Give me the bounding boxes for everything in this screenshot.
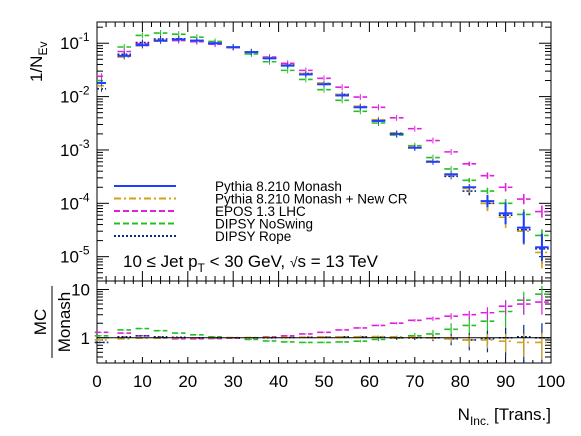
main-y-tick-label: 10-3 — [60, 137, 90, 160]
x-tick-label: 10 — [133, 372, 152, 391]
main-y-tick-label: 10-1 — [60, 30, 90, 53]
legend-label-rope: DIPSY Rope — [215, 229, 291, 244]
x-tick-label: 30 — [224, 372, 243, 391]
x-label-rest: [Trans.] — [489, 405, 551, 424]
main-y-tick-label-base: 10 — [60, 248, 79, 267]
main-y-tick-label-base: 10 — [60, 88, 79, 107]
annotation-sqrt: √ — [290, 254, 298, 270]
x-tick-label: 70 — [405, 372, 424, 391]
ratio-y-label-top: MC — [31, 309, 50, 335]
annotation-sub: T — [198, 261, 206, 275]
main-y-label-main: 1/N — [27, 56, 46, 82]
annotation-mid: < 30 GeV, — [205, 252, 290, 271]
annotation-post: s = 13 TeV — [298, 252, 379, 271]
legend-label-monash: Pythia 8.210 Monash — [215, 179, 342, 194]
main-y-tick-label: 10-4 — [60, 190, 90, 213]
ratio-axis-ticks: 0 10 20 30 40 50 60 70 80 90 100 10 1 — [71, 280, 565, 391]
main-y-tick-label-exponent: -4 — [79, 190, 90, 204]
main-axis-ticks: 10-110-210-310-410-5 — [60, 22, 552, 281]
main-y-tick-label-exponent: -3 — [79, 137, 90, 151]
main-y-tick-label-base: 10 — [60, 34, 79, 53]
legend-label-epos: EPOS 1.3 LHC — [215, 204, 306, 219]
main-series-layer — [97, 30, 549, 269]
x-tick-label: 50 — [315, 372, 334, 391]
x-label-sub: Inc. — [470, 414, 489, 428]
main-plot-frame — [96, 21, 552, 282]
kinematic-annotation: 10 ≤ Jet pT < 30 GeV, √s = 13 TeV — [123, 252, 379, 275]
main-y-tick-label-base: 10 — [60, 141, 79, 160]
x-tick-label: 40 — [269, 372, 288, 391]
x-tick-label: 100 — [537, 372, 565, 391]
x-tick-label: 20 — [178, 372, 197, 391]
main-y-tick-label: 10-2 — [60, 84, 90, 107]
ratio-series-layer — [94, 285, 549, 363]
ratio-y-tick-label: 10 — [71, 280, 90, 299]
x-tick-label: 0 — [92, 372, 101, 391]
x-tick-label: 80 — [451, 372, 470, 391]
main-y-tick-label-exponent: -1 — [79, 30, 90, 44]
x-axis-label: NInc. [Trans.] — [458, 405, 551, 428]
main-y-tick-label-base: 10 — [60, 194, 79, 213]
ratio-y-tick-label: 1 — [81, 329, 90, 348]
ratio-y-label-bottom: Monash — [55, 292, 74, 352]
x-tick-label: 60 — [360, 372, 379, 391]
annotation-pre: 10 ≤ Jet p — [123, 252, 198, 271]
legend-label-newcr: Pythia 8.210 Monash + New CR — [215, 192, 408, 207]
main-y-tick-label: 10-5 — [60, 244, 90, 267]
main-y-label-sub: Ev — [36, 42, 50, 56]
legend-label-noswing: DIPSY NoSwing — [215, 217, 313, 232]
main-y-tick-label-exponent: -5 — [79, 244, 90, 258]
x-label-main: N — [458, 405, 470, 424]
main-y-axis-label: 1/NEv — [27, 42, 50, 82]
main-y-tick-label-exponent: -2 — [79, 84, 90, 98]
x-tick-label: 90 — [496, 372, 515, 391]
